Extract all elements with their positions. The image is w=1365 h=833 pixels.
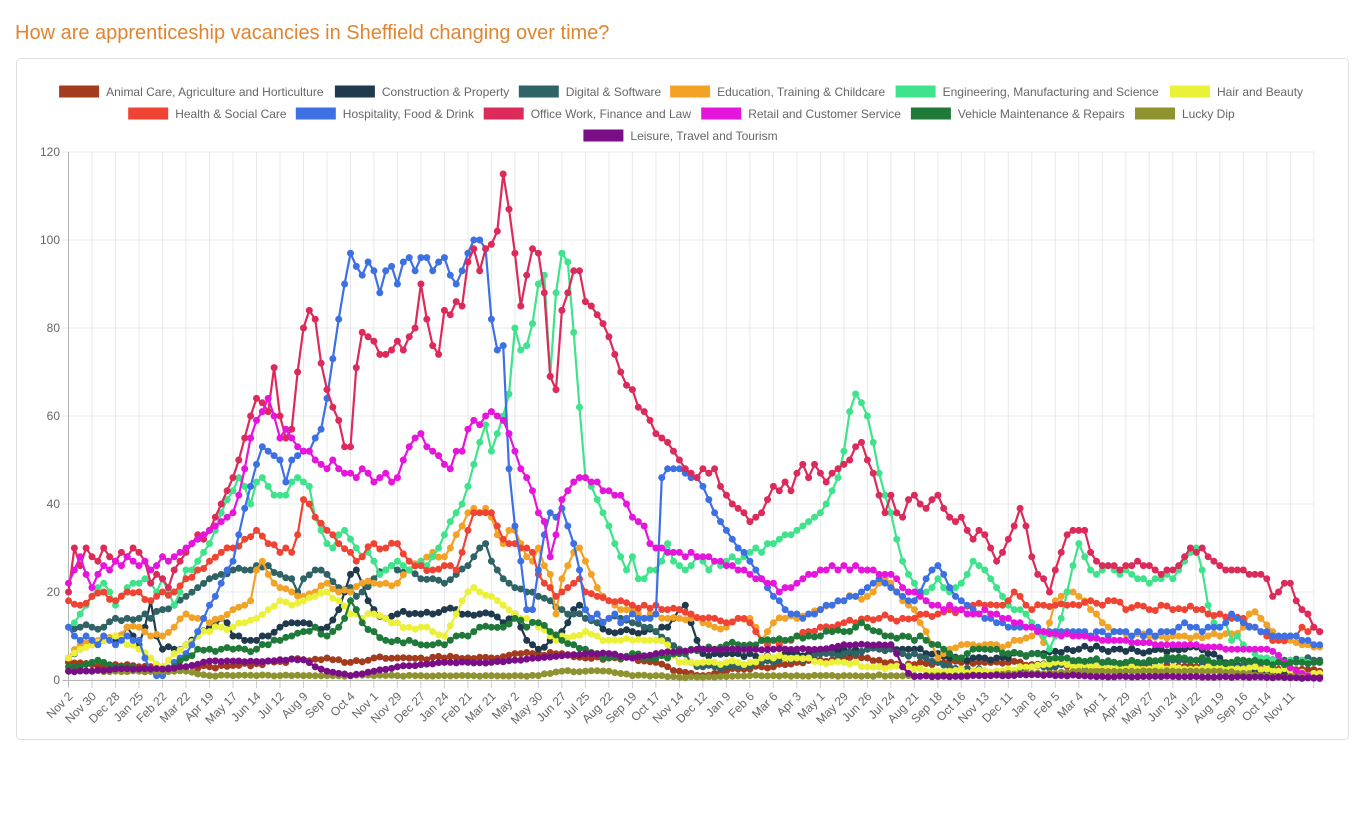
svg-text:Engineering, Manufacturing and: Engineering, Manufacturing and Science <box>943 85 1159 99</box>
svg-text:Health & Social Care: Health & Social Care <box>175 107 287 121</box>
svg-text:Retail and Customer Service: Retail and Customer Service <box>748 107 901 121</box>
svg-text:Office Work, Finance and Law: Office Work, Finance and Law <box>531 107 692 121</box>
svg-text:100: 100 <box>40 233 60 247</box>
svg-text:Leisure, Travel and Tourism: Leisure, Travel and Tourism <box>630 129 777 143</box>
svg-text:80: 80 <box>47 321 61 335</box>
svg-text:Lucky Dip: Lucky Dip <box>1182 107 1235 121</box>
svg-text:120: 120 <box>40 145 60 159</box>
svg-text:Animal Care, Agriculture and H: Animal Care, Agriculture and Horticultur… <box>106 85 324 99</box>
svg-text:How are apprenticeship vacanci: How are apprenticeship vacancies in Shef… <box>15 22 609 44</box>
svg-text:Hospitality, Food & Drink: Hospitality, Food & Drink <box>343 107 475 121</box>
svg-text:Digital & Software: Digital & Software <box>566 85 662 99</box>
svg-text:20: 20 <box>47 585 61 599</box>
svg-text:40: 40 <box>47 497 61 511</box>
svg-text:Construction & Property: Construction & Property <box>382 85 509 99</box>
svg-text:60: 60 <box>47 409 61 423</box>
svg-text:Hair and Beauty: Hair and Beauty <box>1217 85 1303 99</box>
svg-text:Vehicle Maintenance & Repairs: Vehicle Maintenance & Repairs <box>958 107 1125 121</box>
svg-text:Education, Training & Childcar: Education, Training & Childcare <box>717 85 885 99</box>
svg-text:0: 0 <box>53 673 60 687</box>
